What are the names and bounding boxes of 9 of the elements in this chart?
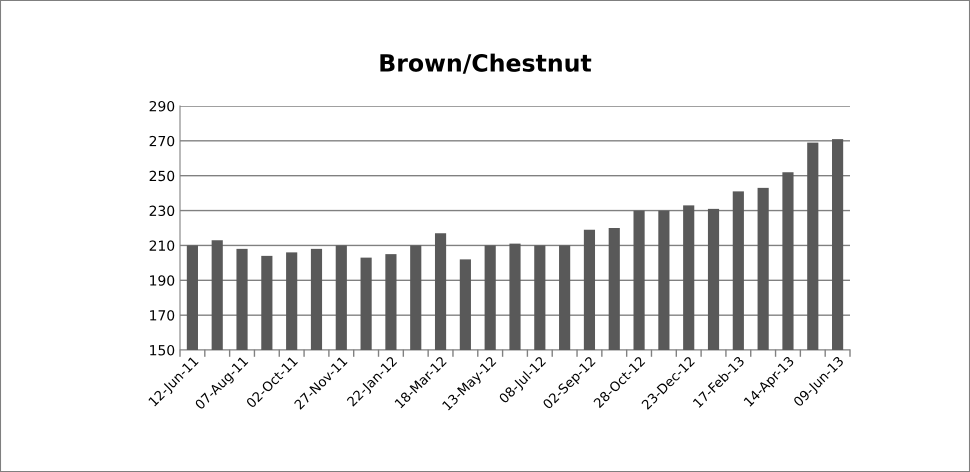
y-tick-label: 230 xyxy=(150,206,174,216)
y-tick-label: 150 xyxy=(150,344,174,356)
y-tick-label: 190 xyxy=(150,275,174,286)
y-tick-label: 250 xyxy=(150,170,174,182)
y-tick-label: 290 xyxy=(150,100,174,112)
y-tick-label: 270 xyxy=(150,136,174,146)
chart-title: Brown/Chestnut xyxy=(380,54,592,74)
y-tick-label: 210 xyxy=(150,240,174,251)
y-tick-label: 170 xyxy=(150,310,174,321)
